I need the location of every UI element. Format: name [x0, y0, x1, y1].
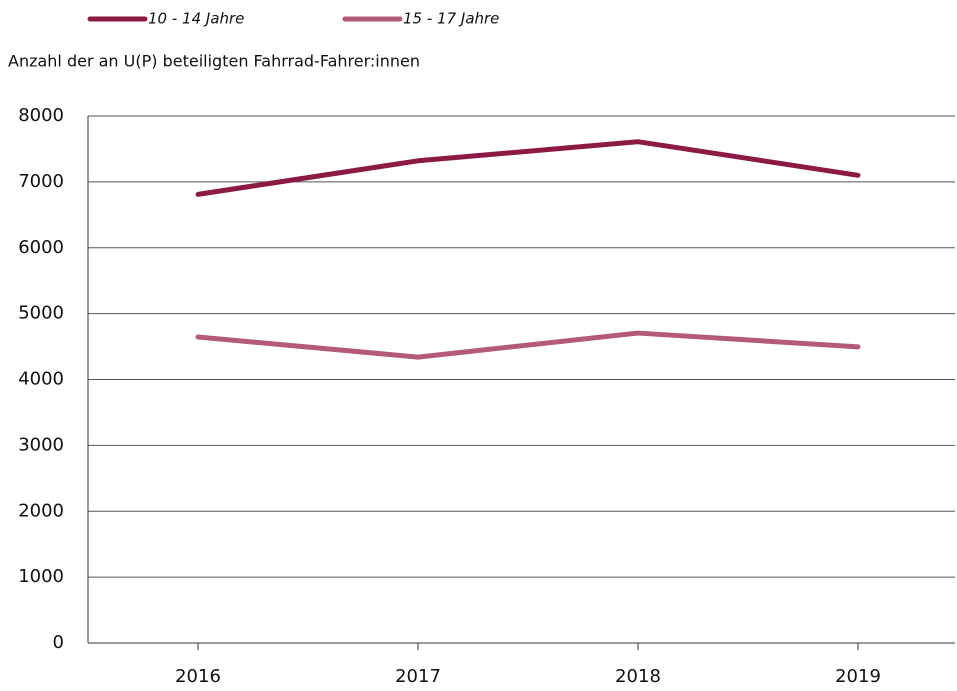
legend-label: 15 - 17 Jahre: [403, 10, 499, 28]
y-tick-label: 1000: [18, 566, 64, 587]
y-tick-label: 7000: [18, 171, 64, 192]
y-tick-label: 4000: [18, 369, 64, 390]
y-tick-label: 5000: [18, 303, 64, 324]
y-tick-label: 8000: [18, 105, 64, 126]
x-tick-label: 2016: [175, 666, 221, 687]
data-line: [195, 139, 861, 197]
legend: 10 - 14 Jahre 15 - 17 Jahre: [87, 10, 499, 28]
x-tick-label: 2017: [395, 666, 441, 687]
y-tick-label: 2000: [18, 500, 64, 521]
y-axis-label: Anzahl der an U(P) beteiligten Fahrrad-F…: [8, 52, 420, 71]
y-tick-label: 3000: [18, 434, 64, 455]
y-tick-label: 0: [53, 632, 64, 653]
x-tick-label: 2019: [835, 666, 881, 687]
legend-label: 10 - 14 Jahre: [148, 10, 244, 28]
x-tick-label: 2018: [615, 666, 661, 687]
y-tick-label: 6000: [18, 237, 64, 258]
data-line: [195, 330, 861, 360]
